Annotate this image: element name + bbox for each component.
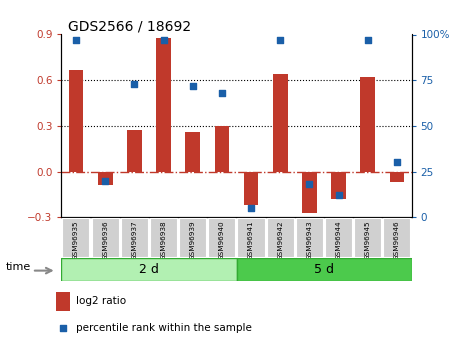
FancyBboxPatch shape	[62, 218, 89, 257]
Bar	[69, 70, 83, 171]
Bar	[302, 171, 317, 213]
Text: GSM96943: GSM96943	[307, 220, 313, 260]
Text: GSM96935: GSM96935	[73, 220, 79, 260]
Text: time: time	[6, 262, 31, 272]
Bar	[127, 130, 142, 171]
FancyBboxPatch shape	[92, 218, 119, 257]
FancyBboxPatch shape	[150, 218, 177, 257]
Text: percentile rank within the sample: percentile rank within the sample	[76, 323, 252, 333]
Point	[335, 193, 342, 198]
Point	[306, 182, 313, 187]
Bar	[98, 171, 113, 185]
FancyBboxPatch shape	[61, 258, 236, 281]
FancyBboxPatch shape	[325, 218, 352, 257]
Point	[189, 83, 197, 88]
FancyBboxPatch shape	[296, 218, 323, 257]
Text: GSM96945: GSM96945	[365, 220, 371, 260]
Point	[276, 37, 284, 43]
Point	[364, 37, 372, 43]
Bar	[185, 132, 200, 171]
Bar	[56, 292, 70, 311]
FancyBboxPatch shape	[267, 218, 294, 257]
Text: log2 ratio: log2 ratio	[76, 296, 126, 306]
Bar	[331, 171, 346, 199]
FancyBboxPatch shape	[237, 218, 264, 257]
FancyBboxPatch shape	[179, 218, 206, 257]
Bar	[273, 74, 288, 171]
Point	[218, 90, 226, 96]
Point	[247, 205, 255, 211]
Text: GSM96936: GSM96936	[102, 220, 108, 260]
Point	[393, 160, 401, 165]
FancyBboxPatch shape	[383, 218, 411, 257]
Text: 5 d: 5 d	[314, 263, 334, 276]
Text: GSM96939: GSM96939	[190, 220, 196, 260]
Text: GSM96944: GSM96944	[335, 220, 342, 260]
FancyBboxPatch shape	[121, 218, 148, 257]
Bar	[390, 171, 404, 182]
FancyBboxPatch shape	[208, 218, 236, 257]
Text: GSM96940: GSM96940	[219, 220, 225, 260]
Bar	[215, 126, 229, 171]
Text: 2 d: 2 d	[139, 263, 159, 276]
Text: GSM96942: GSM96942	[277, 220, 283, 260]
Point	[59, 325, 67, 331]
Point	[72, 37, 80, 43]
Bar	[360, 77, 375, 171]
Bar	[156, 38, 171, 171]
Text: GSM96938: GSM96938	[160, 220, 166, 260]
Point	[101, 178, 109, 184]
FancyBboxPatch shape	[236, 258, 412, 281]
Text: GSM96946: GSM96946	[394, 220, 400, 260]
Text: GSM96941: GSM96941	[248, 220, 254, 260]
Text: GDS2566 / 18692: GDS2566 / 18692	[69, 19, 192, 33]
Point	[131, 81, 138, 87]
FancyBboxPatch shape	[354, 218, 381, 257]
Point	[160, 37, 167, 43]
Text: GSM96937: GSM96937	[131, 220, 138, 260]
Bar	[244, 171, 258, 205]
